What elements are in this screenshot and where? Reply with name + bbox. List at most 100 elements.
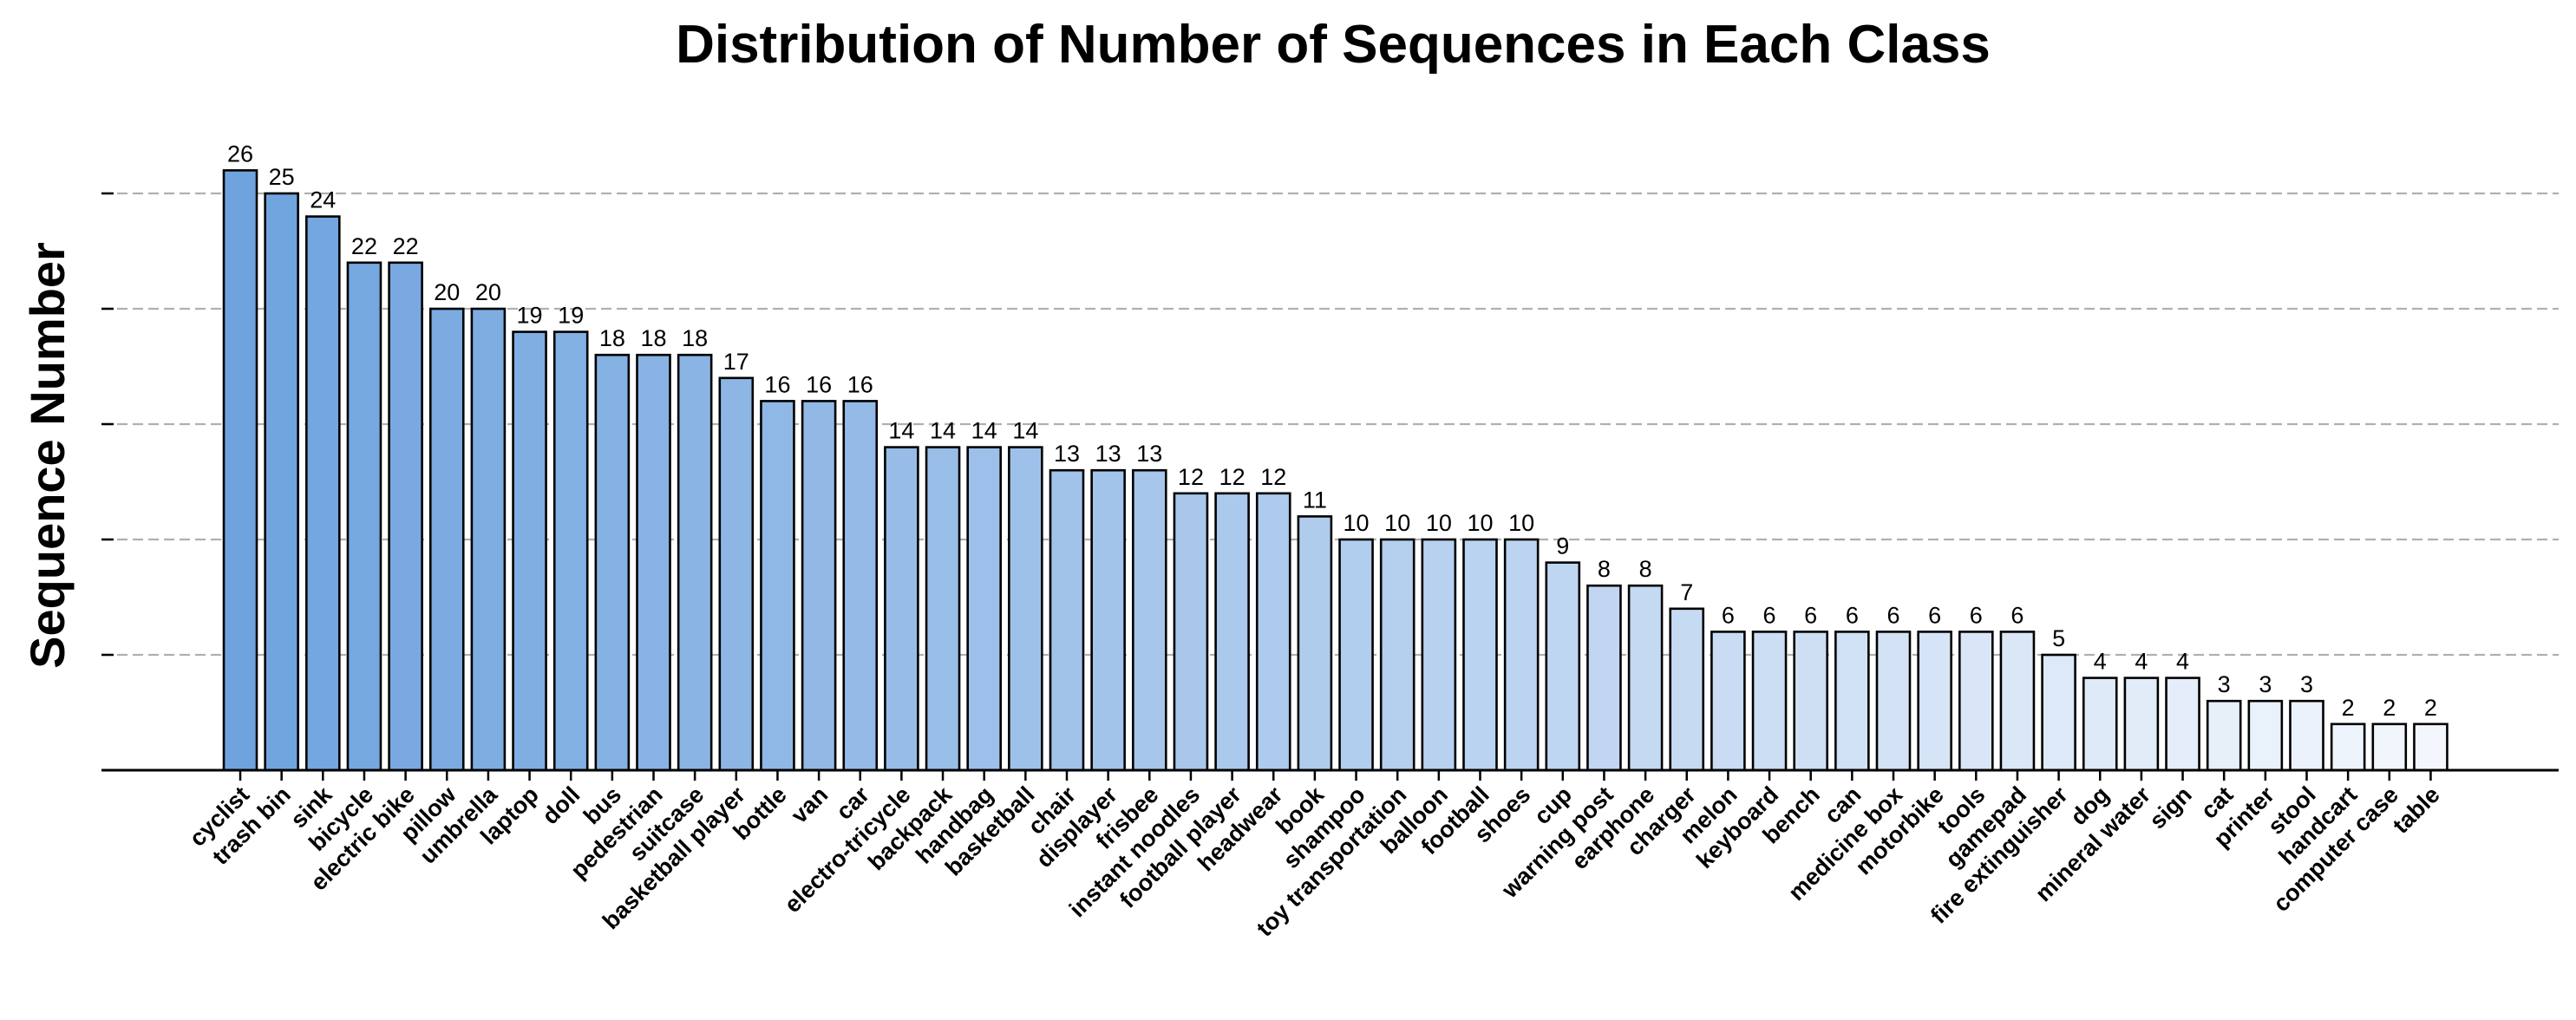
value-label: 6 [1970,602,1983,628]
value-label: 16 [764,371,790,397]
axes [101,192,2559,781]
value-label: 20 [434,279,460,305]
bar-van [801,400,837,772]
gridlines [101,192,2559,657]
value-label: 10 [1467,510,1493,536]
bar-toy-transportation [1379,538,1415,772]
value-label: 18 [599,325,625,351]
value-label: 3 [2259,671,2272,697]
value-label: 24 [310,187,336,213]
bar-handbag [966,446,1002,772]
bar-bus [594,353,631,772]
value-label: 8 [1598,556,1611,582]
value-label: 13 [1136,441,1162,467]
value-label: 2 [2424,695,2437,721]
bar-basketball-player [718,376,755,772]
value-label: 5 [2052,625,2065,651]
value-label: 3 [2300,671,2313,697]
bar-umbrella [470,307,507,772]
value-label: 17 [723,349,749,375]
bar-instant-noodles [1173,492,1209,772]
x-tick-label: doll [537,781,585,829]
bar-chair [1049,468,1085,772]
value-label: 16 [806,371,832,397]
bar-laptop [512,330,547,772]
bar-dog [2082,677,2118,772]
value-label: 14 [930,418,956,444]
bar-stool [2289,699,2324,772]
value-label: 26 [227,141,253,167]
bar-sign [2165,677,2200,772]
value-label: 14 [888,418,914,444]
bar-trash-bin [264,192,299,772]
value-label: 8 [1639,556,1652,582]
value-label: 7 [1680,579,1693,605]
value-label: 6 [2010,602,2024,628]
value-label: 19 [517,303,543,329]
bar-football [1462,538,1498,772]
bar-handcart [2330,722,2366,772]
bar-cup [1545,561,1581,772]
bar-charger [1669,607,1705,772]
value-label: 3 [2218,671,2231,697]
x-tick-label: sign [2144,781,2196,834]
value-label: 6 [1928,602,1941,628]
bar-table [2413,722,2449,772]
bar-football-player [1214,492,1250,772]
bar-displayer [1090,468,1126,772]
bar-car [842,400,879,772]
value-label: 6 [1763,602,1776,628]
value-label: 6 [1804,602,1817,628]
bar-computer-case [2371,722,2408,772]
value-label: 14 [971,418,997,444]
value-label: 10 [1384,510,1410,536]
bar-warning-post [1586,584,1622,772]
value-label: 10 [1426,510,1452,536]
bar-pillow [428,307,465,772]
bar-electric-bike [388,261,423,772]
value-label: 13 [1054,441,1080,467]
value-label: 18 [682,325,708,351]
value-label: 10 [1508,510,1534,536]
bar-earphone [1627,584,1664,772]
value-label: 18 [640,325,666,351]
value-label: 2 [2342,695,2355,721]
bar-fire-extinguisher [2041,653,2076,772]
value-label: 12 [1178,464,1204,490]
value-label: 25 [269,164,295,190]
bar-shoes [1503,538,1540,772]
value-label: 6 [1722,602,1735,628]
bar-frisbee [1132,468,1167,772]
bar-suitcase [677,353,713,772]
value-label: 6 [1846,602,1859,628]
value-label: 20 [475,279,501,305]
bar-printer [2247,699,2284,772]
chart-title: Distribution of Number of Sequences in E… [676,15,1991,75]
value-label: 12 [1260,464,1286,490]
bars [222,169,2449,772]
value-label: 14 [1012,418,1038,444]
bar-doll [552,330,589,772]
value-label: 6 [1886,602,1899,628]
bar-book [1297,515,1333,772]
bar-medicine-box [1875,631,1912,772]
bar-balloon [1421,538,1457,772]
bar-cat [2206,699,2242,772]
value-label: 10 [1344,510,1370,536]
bar-electro-tricycle [884,446,919,772]
bar-mineral-water [2123,677,2160,772]
y-axis-label: Sequence Number [20,242,75,669]
value-label: 12 [1219,464,1246,490]
value-label: 9 [1556,533,1569,559]
x-tick-label: table [2388,781,2445,839]
value-label: 4 [2176,649,2189,675]
bar-can [1834,631,1870,772]
value-label: 16 [847,371,873,397]
bar-keyboard [1751,631,1788,772]
value-label: 4 [2094,649,2107,675]
bar-motorbike [1917,631,1952,772]
